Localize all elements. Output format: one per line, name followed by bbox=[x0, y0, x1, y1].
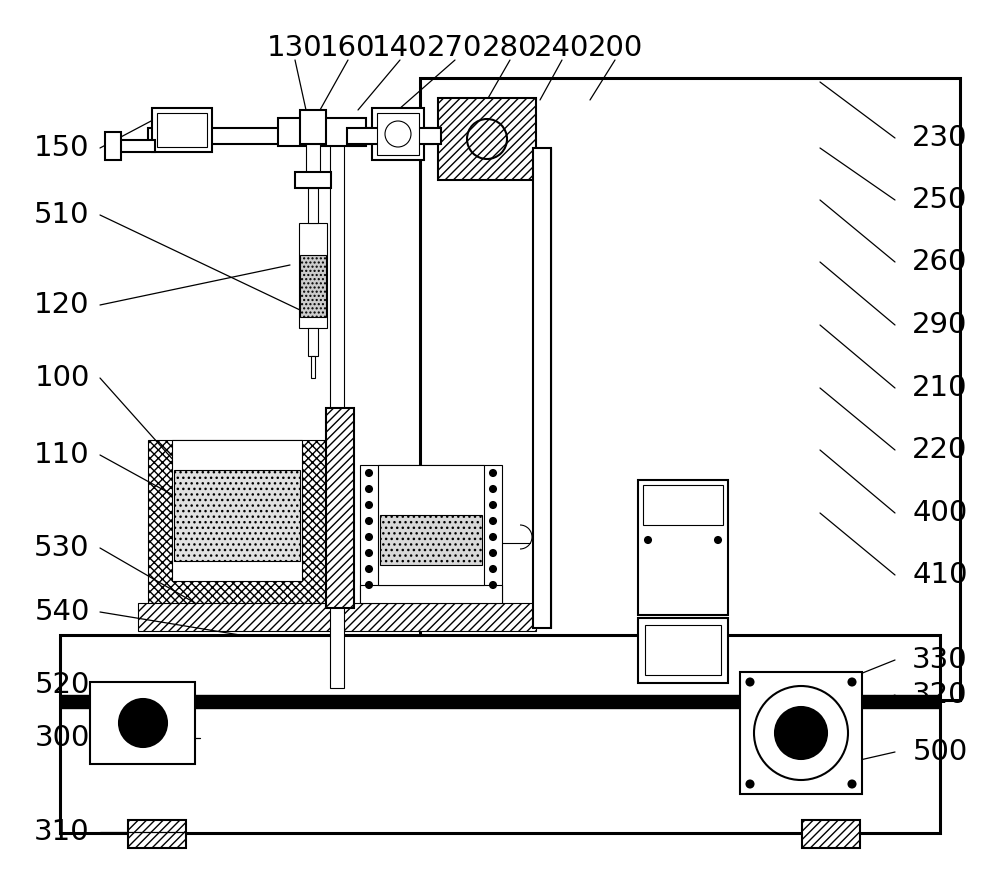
Text: 520: 520 bbox=[34, 671, 90, 699]
Bar bbox=[377, 113, 419, 155]
Circle shape bbox=[490, 486, 496, 492]
Text: 110: 110 bbox=[34, 441, 90, 469]
Circle shape bbox=[746, 781, 754, 788]
Bar bbox=[306, 144, 320, 172]
Bar bbox=[308, 188, 318, 223]
Bar bbox=[326, 408, 354, 608]
Text: 330: 330 bbox=[912, 646, 968, 674]
Text: 280: 280 bbox=[482, 34, 538, 62]
Circle shape bbox=[490, 518, 496, 524]
Text: 120: 120 bbox=[34, 291, 90, 319]
Text: 260: 260 bbox=[912, 248, 968, 276]
Bar bbox=[380, 515, 482, 565]
Bar bbox=[295, 172, 331, 188]
Circle shape bbox=[366, 470, 372, 476]
Circle shape bbox=[366, 582, 372, 588]
Bar bbox=[438, 98, 536, 180]
Bar bbox=[300, 110, 326, 144]
Bar bbox=[638, 480, 728, 615]
Bar bbox=[311, 356, 315, 378]
Circle shape bbox=[645, 537, 651, 543]
Bar bbox=[645, 625, 721, 675]
Circle shape bbox=[490, 582, 496, 588]
Bar bbox=[152, 108, 212, 152]
Bar bbox=[148, 440, 326, 605]
Bar bbox=[300, 255, 326, 317]
Text: 140: 140 bbox=[372, 34, 428, 62]
Text: 410: 410 bbox=[912, 561, 968, 589]
Bar bbox=[148, 128, 433, 144]
Bar bbox=[105, 132, 121, 160]
Text: 240: 240 bbox=[534, 34, 590, 62]
Text: 400: 400 bbox=[912, 499, 968, 527]
Circle shape bbox=[746, 678, 754, 685]
Bar bbox=[360, 465, 502, 603]
Text: 160: 160 bbox=[320, 34, 376, 62]
Circle shape bbox=[490, 566, 496, 572]
Circle shape bbox=[775, 707, 827, 759]
Text: 540: 540 bbox=[34, 598, 90, 626]
Bar bbox=[172, 440, 302, 581]
Circle shape bbox=[715, 537, 721, 543]
Text: 130: 130 bbox=[267, 34, 323, 62]
Circle shape bbox=[366, 486, 372, 492]
Text: 210: 210 bbox=[912, 374, 968, 402]
Bar bbox=[372, 108, 424, 160]
Text: 200: 200 bbox=[587, 34, 643, 62]
Bar bbox=[90, 682, 195, 764]
Bar bbox=[60, 635, 940, 833]
Bar bbox=[802, 820, 860, 848]
Text: 270: 270 bbox=[427, 34, 483, 62]
Bar bbox=[378, 465, 484, 585]
Text: 320: 320 bbox=[912, 681, 968, 709]
Bar bbox=[420, 78, 960, 700]
Circle shape bbox=[366, 550, 372, 556]
Bar bbox=[638, 618, 728, 683]
Circle shape bbox=[366, 534, 372, 540]
Circle shape bbox=[366, 566, 372, 572]
Bar bbox=[60, 695, 940, 708]
Bar bbox=[308, 328, 318, 356]
Bar bbox=[643, 485, 723, 525]
Bar bbox=[533, 148, 551, 628]
Circle shape bbox=[490, 534, 496, 540]
Circle shape bbox=[490, 502, 496, 508]
Bar bbox=[360, 585, 502, 603]
Bar bbox=[138, 603, 536, 631]
Circle shape bbox=[848, 781, 856, 788]
Bar bbox=[108, 140, 155, 152]
Bar bbox=[330, 128, 344, 688]
Text: 290: 290 bbox=[912, 311, 968, 339]
Circle shape bbox=[490, 550, 496, 556]
Text: 150: 150 bbox=[34, 134, 90, 162]
Circle shape bbox=[366, 502, 372, 508]
Bar bbox=[157, 113, 207, 147]
Text: 100: 100 bbox=[34, 364, 90, 392]
Text: 300: 300 bbox=[34, 724, 90, 752]
Circle shape bbox=[366, 518, 372, 524]
Bar bbox=[740, 672, 862, 794]
Bar bbox=[347, 128, 441, 144]
Text: 250: 250 bbox=[912, 186, 968, 214]
Circle shape bbox=[848, 678, 856, 685]
Circle shape bbox=[490, 470, 496, 476]
Text: 510: 510 bbox=[34, 201, 90, 229]
Text: 310: 310 bbox=[34, 818, 90, 846]
Text: 500: 500 bbox=[912, 738, 968, 766]
Text: 530: 530 bbox=[34, 534, 90, 562]
Circle shape bbox=[119, 699, 167, 747]
Bar bbox=[174, 470, 300, 561]
Bar bbox=[278, 118, 366, 146]
Text: 220: 220 bbox=[912, 436, 968, 464]
Bar bbox=[128, 820, 186, 848]
Text: 230: 230 bbox=[912, 124, 968, 152]
Bar bbox=[299, 223, 327, 328]
